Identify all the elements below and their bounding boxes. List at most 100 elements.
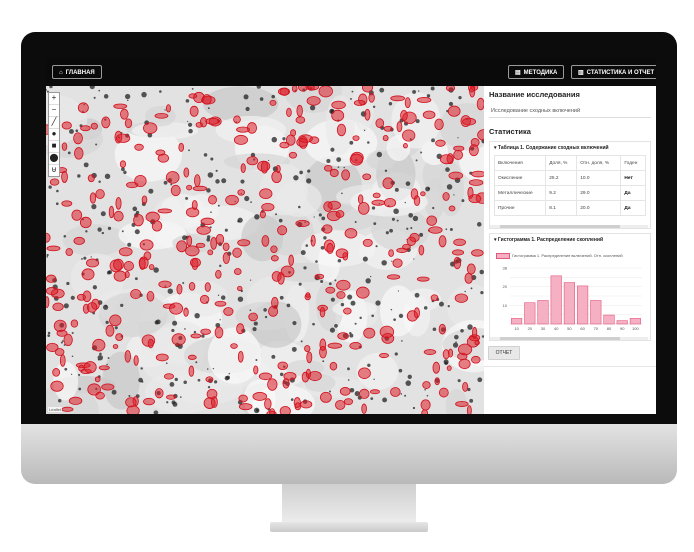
- dark-speck: [445, 228, 448, 231]
- inclusion-mark: [61, 142, 68, 151]
- dark-speck: [373, 222, 377, 226]
- dark-speck: [56, 189, 59, 193]
- draw-line-tool[interactable]: ╱: [49, 117, 59, 129]
- dark-speck: [405, 181, 411, 186]
- inclusion-mark: [336, 279, 351, 291]
- inclusion-mark: [403, 143, 408, 149]
- inclusion-mark: [335, 399, 346, 410]
- divider: [484, 366, 656, 367]
- report-button[interactable]: ОТЧЕТ: [488, 346, 520, 360]
- study-name-field[interactable]: Исследование сходных включений: [491, 108, 581, 114]
- dark-speck: [315, 260, 318, 263]
- draw-point-tool[interactable]: ●: [49, 129, 59, 141]
- inclusion-mark: [223, 307, 234, 316]
- dark-speck: [464, 290, 466, 293]
- inclusion-mark: [318, 86, 333, 98]
- inclusion-map-canvas[interactable]: [46, 86, 484, 414]
- dark-speck: [101, 231, 105, 235]
- inclusion-mark: [435, 139, 446, 147]
- inclusion-mark: [54, 348, 65, 356]
- inclusion-mark: [195, 242, 206, 248]
- scrollbar-thumb[interactable]: [500, 337, 620, 340]
- inclusion-mark: [454, 293, 469, 303]
- dark-speck: [264, 315, 268, 319]
- dark-speck: [446, 184, 453, 190]
- dark-speck: [210, 157, 214, 161]
- dark-speck: [367, 141, 370, 144]
- dark-speck: [375, 245, 378, 248]
- inclusion-mark: [183, 307, 189, 317]
- dark-speck: [426, 394, 429, 397]
- table-scrollbar[interactable]: [490, 225, 648, 228]
- method-button[interactable]: ▤ МЕТОДИКА: [508, 65, 565, 79]
- histogram-bar: [603, 314, 615, 325]
- microscope-image-map[interactable]: + − ╱ ● ■ ⬤ ⊎ Leaflet: [46, 86, 484, 414]
- map-attribution[interactable]: Leaflet: [48, 407, 63, 412]
- dark-speck: [217, 294, 220, 297]
- inclusion-mark: [59, 354, 66, 367]
- mineral-grain: [386, 135, 411, 161]
- draw-rectangle-tool[interactable]: ■: [49, 141, 59, 153]
- inclusion-mark: [82, 290, 92, 303]
- inclusion-mark: [358, 202, 370, 215]
- draw-circle-tool[interactable]: ⬤: [49, 153, 59, 165]
- dark-speck: [455, 341, 457, 343]
- x-tick-label: 50: [567, 326, 572, 331]
- dark-speck: [124, 93, 131, 100]
- stats-report-button[interactable]: ▥ СТАТИСТИКА И ОТЧЕТ: [571, 65, 656, 79]
- inclusion-mark: [113, 258, 124, 271]
- dark-speck: [155, 319, 161, 325]
- inclusion-mark: [306, 96, 321, 106]
- home-button[interactable]: ⌂ ГЛАВНАЯ: [52, 65, 102, 79]
- inclusion-mark: [283, 372, 297, 381]
- zoom-in-button[interactable]: +: [49, 93, 59, 105]
- inclusion-mark: [349, 153, 364, 166]
- dark-speck: [349, 333, 354, 338]
- dark-speck: [245, 106, 250, 112]
- inclusion-mark: [442, 192, 450, 201]
- dark-speck: [259, 97, 264, 101]
- inclusion-mark: [322, 224, 333, 234]
- dark-speck: [389, 228, 393, 233]
- inclusion-mark: [320, 391, 332, 403]
- inclusion-mark: [146, 290, 155, 302]
- inclusion-mark: [232, 247, 242, 258]
- dark-speck: [106, 363, 108, 366]
- inclusion-mark: [46, 274, 57, 283]
- magnet-tool[interactable]: ⊎: [51, 165, 57, 174]
- dark-speck: [95, 143, 98, 146]
- dark-speck: [237, 296, 244, 302]
- table-title: Таблица 1. Содержание сходных включений: [497, 145, 609, 151]
- dark-speck: [134, 277, 138, 281]
- scrollbar-thumb[interactable]: [500, 225, 620, 228]
- inclusion-mark: [357, 194, 364, 205]
- table-card-header[interactable]: ▾ Таблица 1. Содержание сходных включени…: [490, 142, 650, 154]
- dark-speck: [476, 222, 482, 227]
- inclusion-mark: [113, 103, 128, 109]
- inclusion-mark: [390, 387, 401, 397]
- dark-speck: [46, 253, 49, 257]
- histogram-scrollbar[interactable]: [490, 337, 648, 340]
- inclusion-mark: [46, 342, 59, 352]
- dark-speck: [255, 359, 258, 362]
- histogram-card-header[interactable]: ▾ Гистограмма 1. Распределение скоплений: [490, 234, 650, 246]
- dark-speck: [187, 120, 189, 123]
- dark-speck: [298, 205, 301, 209]
- inclusion-mark: [362, 238, 373, 247]
- table-cell: Нет: [620, 170, 646, 186]
- inclusion-mark: [101, 383, 115, 391]
- inclusion-mark: [305, 368, 311, 379]
- inclusion-mark: [225, 194, 239, 206]
- dark-speck: [328, 390, 331, 393]
- inclusion-mark: [61, 121, 72, 130]
- inclusion-mark: [337, 332, 349, 340]
- dark-speck: [70, 295, 75, 300]
- dark-speck: [182, 281, 185, 284]
- dark-speck: [63, 235, 67, 238]
- y-tick-label: 20: [503, 284, 508, 289]
- inclusion-mark: [261, 235, 270, 247]
- inclusion-mark: [423, 349, 437, 355]
- inclusion-mark: [124, 350, 131, 363]
- inclusion-mark: [270, 245, 278, 254]
- zoom-out-button[interactable]: −: [49, 105, 59, 117]
